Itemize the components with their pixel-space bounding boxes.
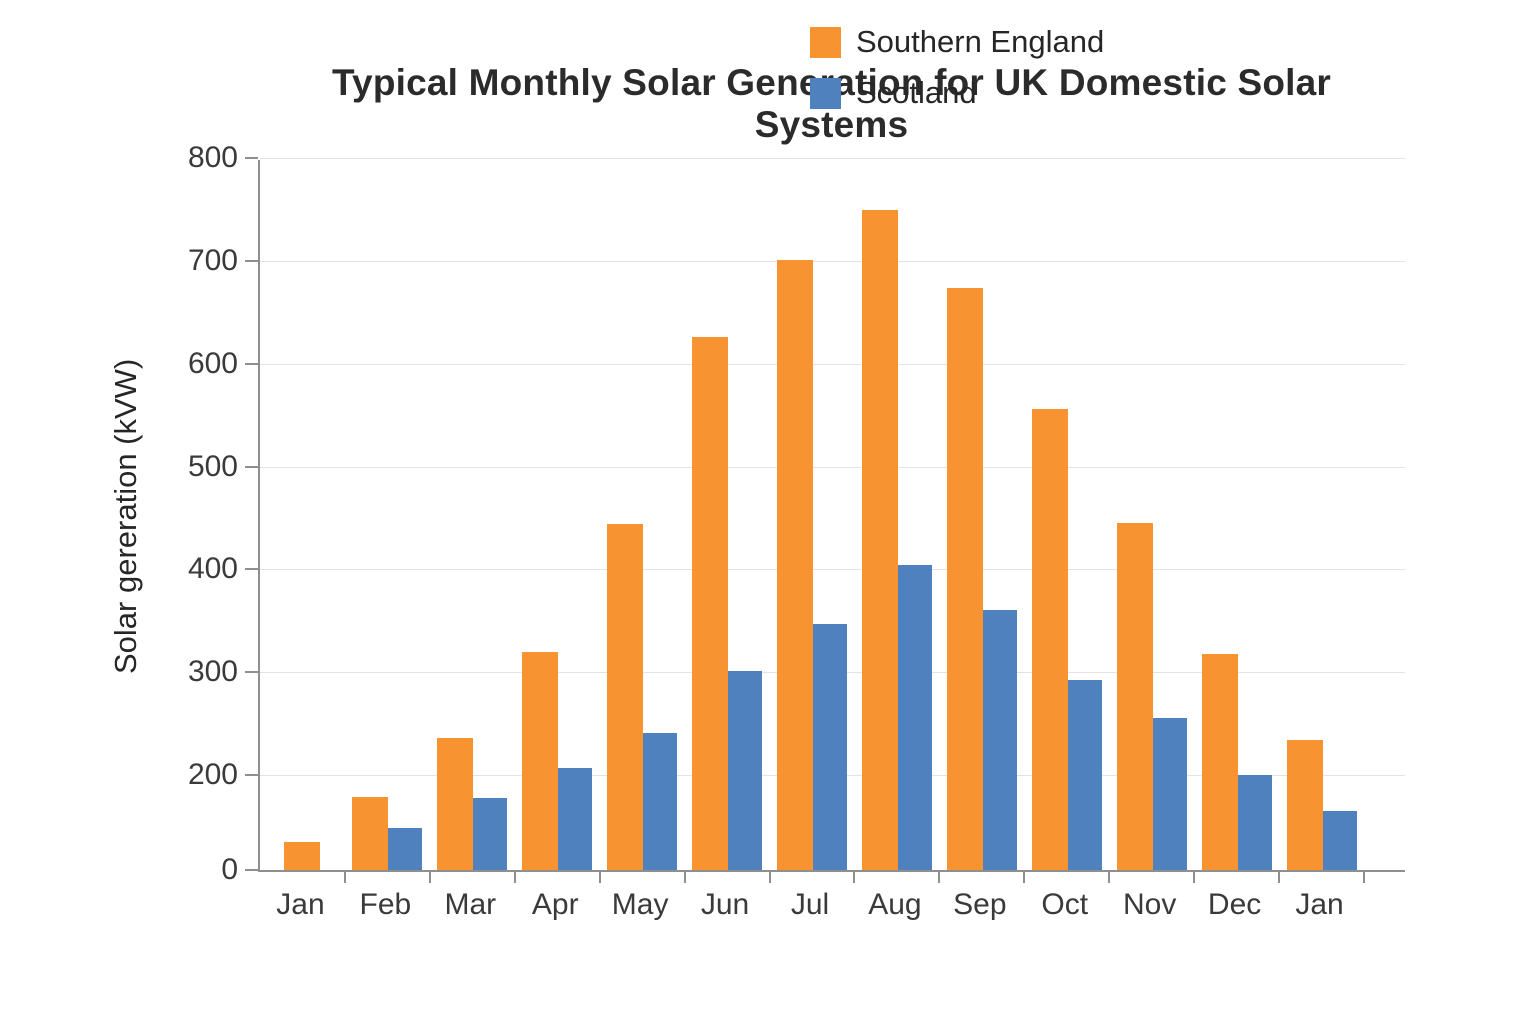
y-tick-label-800: 800 <box>187 141 238 174</box>
bar-scotland-7-jul <box>812 624 847 870</box>
legend-item-southern-england: Southern England <box>810 24 1104 60</box>
bar-southern-england-7-jul <box>776 260 813 870</box>
legend-swatch-icon <box>810 26 841 58</box>
bar-group-8-aug <box>854 160 939 870</box>
bar-southern-england-4-apr <box>522 652 559 870</box>
y-tick-label-0: 0 <box>221 853 238 886</box>
bar-southern-england-11-nov <box>1116 523 1153 870</box>
bar-scotland-4-apr <box>558 768 593 870</box>
x-tick-mark-10 <box>1108 872 1111 883</box>
bar-group-10-oct <box>1024 160 1109 870</box>
gridline-700 <box>260 260 1405 262</box>
y-tick-mark-0 <box>245 869 258 871</box>
x-label-5-may: May <box>611 888 669 921</box>
x-tick-mark-13 <box>1363 872 1365 883</box>
y-tick-label-700: 700 <box>187 243 238 277</box>
x-label-3-mar: Mar <box>444 888 497 921</box>
bar-southern-england-6-jun <box>692 337 729 870</box>
x-label-11-nov: Nov <box>1123 888 1177 921</box>
y-tick-mark-300 <box>245 671 258 674</box>
gridline-600 <box>260 363 1405 365</box>
x-tick-mark-12 <box>1278 872 1281 883</box>
bar-southern-england-2-feb <box>352 797 389 870</box>
bar-group-9-sep <box>939 160 1024 870</box>
legend-swatch-icon <box>810 77 841 109</box>
x-tick-mark-3 <box>513 872 516 883</box>
y-tick-mark-800 <box>245 157 258 159</box>
bar-scotland-11-nov <box>1152 718 1187 870</box>
bar-group-11-nov <box>1109 160 1194 870</box>
bar-southern-england-10-oct <box>1031 409 1068 870</box>
bar-scotland-3-mar <box>473 798 508 870</box>
y-tick-label-400: 400 <box>187 552 238 586</box>
bar-group-7-jul <box>770 160 855 870</box>
y-tick-label-300: 300 <box>187 655 238 689</box>
plot-area: 0 200 300 400 500 600 700 800 <box>188 143 1405 885</box>
bar-scotland-13-jan <box>1322 811 1357 870</box>
bar-southern-england-5-may <box>607 524 644 870</box>
x-label-10-oct: Oct <box>1041 888 1089 921</box>
x-label-1-jan: Jan <box>276 888 325 921</box>
y-tick-mark-400 <box>245 568 258 571</box>
x-tick-mark-8 <box>938 872 941 883</box>
bar-southern-england-1-jan <box>284 842 321 870</box>
legend: Southern England Scotland <box>810 24 1104 111</box>
x-tick-mark-2 <box>428 872 431 883</box>
bar-group-6-jun <box>685 160 770 870</box>
x-label-8-aug: Aug <box>868 888 922 921</box>
x-tick-mark-6 <box>768 872 771 883</box>
bars-container <box>260 160 1364 870</box>
bar-scotland-12-dec <box>1237 775 1272 870</box>
x-tick-mark-5 <box>683 872 686 883</box>
bar-scotland-9-sep <box>982 610 1017 870</box>
y-tick-mark-200 <box>245 774 258 777</box>
bar-scotland-2-feb <box>388 828 423 870</box>
bar-southern-england-9-sep <box>946 288 983 870</box>
bar-southern-england-13-jan <box>1286 740 1323 870</box>
y-axis-label: Solar gereration (kVW) <box>108 358 143 674</box>
x-label-12-dec: Dec <box>1207 888 1262 921</box>
x-tick-mark-9 <box>1023 872 1026 883</box>
gridline-800 <box>260 158 1405 159</box>
x-label-2-feb: Feb <box>359 888 412 921</box>
x-tick-mark-7 <box>853 872 856 883</box>
x-tick-mark-11 <box>1193 872 1196 883</box>
legend-item-scotland: Scotland <box>810 75 1104 111</box>
bar-group-13-jan <box>1279 160 1364 870</box>
x-label-9-sep: Sep <box>953 888 1007 921</box>
x-label-7-jul: Jul <box>790 888 830 921</box>
bar-group-3-mar <box>430 160 515 870</box>
y-tick-mark-500 <box>245 465 258 468</box>
x-label-13-jan: Jan <box>1295 888 1344 921</box>
bar-group-5-may <box>600 160 685 870</box>
y-tick-label-600: 600 <box>187 346 238 380</box>
bar-southern-england-8-aug <box>861 210 898 870</box>
bar-southern-england-3-mar <box>437 738 474 870</box>
bar-scotland-5-may <box>643 733 678 870</box>
bar-group-12-dec <box>1194 160 1279 870</box>
bar-scotland-10-oct <box>1067 680 1102 870</box>
gridline-500 <box>260 466 1405 468</box>
bar-scotland-6-jun <box>728 671 763 870</box>
x-label-6-jun: Jun <box>700 888 750 921</box>
gridline-400 <box>260 569 1405 571</box>
bar-group-2-feb <box>345 160 430 870</box>
bar-scotland-8-aug <box>897 565 932 870</box>
bar-group-4-apr <box>515 160 600 870</box>
legend-label: Southern England <box>856 24 1105 59</box>
y-tick-label-500: 500 <box>187 449 238 483</box>
y-tick-label-200: 200 <box>187 758 238 792</box>
y-tick-mark-600 <box>245 362 258 365</box>
bar-southern-england-12-dec <box>1201 654 1238 870</box>
bar-group-1-jan <box>260 160 345 870</box>
x-label-4-apr: Apr <box>531 888 579 921</box>
legend-label: Scotland <box>856 75 977 110</box>
x-axis-labels: Jan Feb Mar Apr May Jun Jul Aug Sep Oct Nov Dec Jan <box>258 888 1362 922</box>
x-tick-mark-4 <box>598 872 601 883</box>
x-tick-mark-1 <box>343 872 346 883</box>
y-tick-mark-700 <box>245 259 258 262</box>
